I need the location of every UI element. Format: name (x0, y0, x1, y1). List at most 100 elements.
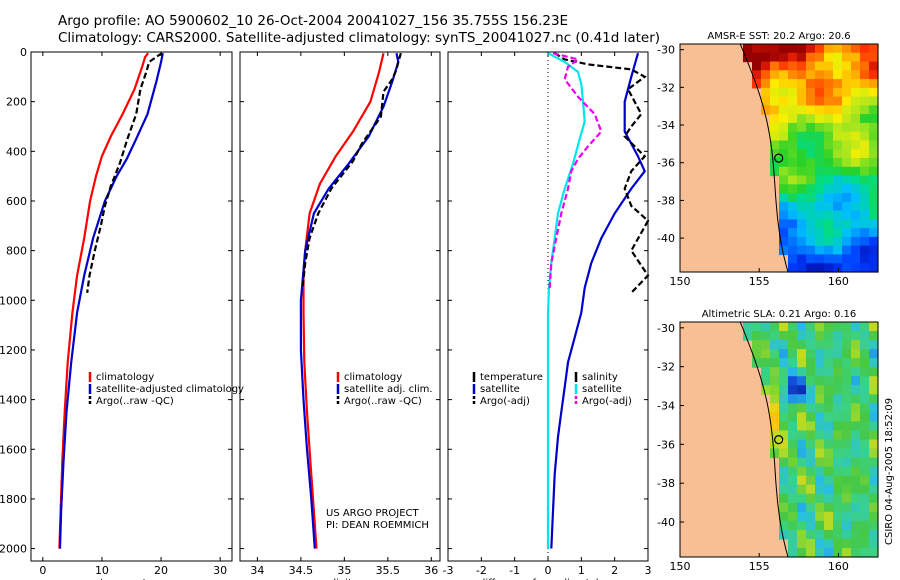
sst-map-cell (779, 201, 789, 212)
sla-map-cell (797, 385, 807, 395)
sla-map-cell (779, 403, 789, 413)
sla-map-cell (797, 475, 807, 486)
sst-map-cell (770, 149, 780, 159)
sst-map-cell (824, 96, 834, 106)
sst-map-cell (806, 166, 816, 177)
sst-map-cell (788, 219, 798, 229)
sst-map-cell (770, 140, 780, 150)
sst-map-cell (824, 175, 834, 185)
sst-map-cell (797, 175, 807, 185)
sst-map-cell (833, 96, 843, 106)
sst-map-cell (869, 96, 879, 106)
sla-map-ytick-label: -30 (657, 322, 675, 335)
sst-map-cell (806, 219, 816, 229)
sla-map-cell (860, 493, 870, 504)
sst-map-cell (788, 122, 798, 133)
sla-map-cell (797, 349, 807, 359)
sst-map-cell (815, 184, 825, 194)
sla-map-cell (806, 439, 816, 450)
sla-map-cell (797, 340, 807, 350)
sst-map-cell (824, 193, 834, 203)
sla-map-cell (824, 511, 834, 522)
sst-map-cell (806, 105, 816, 115)
sla-map-cell (842, 376, 852, 386)
sla-map-cell (797, 538, 807, 549)
sst-map-cell (860, 254, 870, 264)
sst-map-cell (779, 105, 789, 115)
sla-map-cell (869, 367, 879, 377)
sla-map-cell (851, 484, 861, 495)
sla-map-cell (779, 493, 789, 504)
temperature-series-line (58, 52, 164, 549)
sst-map-cell (806, 245, 816, 256)
sst-map-cell (779, 122, 789, 133)
difference-xlabel: difference from climatology (479, 578, 617, 580)
sst-map-cell (842, 70, 852, 80)
sla-map-cell (860, 439, 870, 450)
sst-map-cell (824, 201, 834, 212)
sst-map-cell (869, 149, 879, 159)
sst-map-cell (806, 254, 816, 264)
sla-map-cell (815, 448, 825, 459)
salinity-legend-label: satellite adj. clim. (344, 384, 433, 395)
sla-map-cell (815, 340, 825, 350)
sst-map-cell (797, 70, 807, 80)
sst-map-cell (797, 114, 807, 124)
sla-map-cell (833, 394, 843, 404)
difference-xtick-label: -3 (443, 564, 454, 577)
sla-map-cell (770, 340, 780, 350)
sst-map-cell (833, 61, 843, 71)
temperature-ytick-label: 400 (6, 145, 27, 158)
sla-map-cell (761, 331, 771, 341)
sst-map-cell (815, 193, 825, 203)
sst-map-cell (797, 201, 807, 212)
sst-map-cell (806, 61, 816, 71)
sla-map-cell (806, 340, 816, 350)
temperature-ytick-label: 1200 (0, 344, 27, 357)
sla-map-cell (842, 394, 852, 404)
pi-credit: PI: DEAN ROEMMICH (326, 520, 429, 531)
sst-map-cell (851, 158, 861, 168)
difference-series-line (554, 52, 650, 294)
sst-map-cell (779, 210, 789, 220)
sst-map-cell (761, 52, 771, 63)
sla-map-cell (842, 403, 852, 413)
sst-map-cell (860, 210, 870, 220)
sst-map-cell (779, 245, 789, 256)
sst-map-cell (824, 236, 834, 247)
sst-map-cell (833, 131, 843, 142)
sst-map-cell (797, 61, 807, 71)
sla-map-cell (851, 529, 861, 540)
sla-map-cell (833, 403, 843, 413)
sla-map-cell (824, 349, 834, 359)
sst-map-cell (806, 201, 816, 212)
sla-map-cell (824, 466, 834, 477)
sst-map-cell (752, 70, 762, 80)
sst-map-cell (752, 79, 762, 89)
sla-map-ytick-label: -34 (657, 400, 675, 413)
sst-map-cell (824, 105, 834, 115)
difference-xtick-label: -2 (476, 564, 487, 577)
sla-map-cell (860, 394, 870, 404)
sla-map-cell (833, 331, 843, 341)
sst-map-cell (860, 149, 870, 159)
sst-map-cell (815, 254, 825, 264)
sst-map-cell (824, 219, 834, 229)
sla-map-cell (815, 403, 825, 413)
sla-map-cell (869, 376, 879, 386)
sst-map-cell (806, 44, 816, 54)
sst-map-cell (815, 166, 825, 177)
sst-map-cell (851, 201, 861, 212)
sst-map-cell (851, 263, 861, 273)
sla-map-cell (815, 493, 825, 504)
sst-map-cell (779, 149, 789, 159)
temperature-ytick-label: 200 (6, 96, 27, 109)
sla-map-cell (869, 340, 879, 350)
sst-map-cell (797, 140, 807, 150)
sla-map-cell (806, 457, 816, 468)
sst-map-cell (842, 201, 852, 212)
sst-map-cell (779, 131, 789, 142)
sst-map-frame (679, 43, 879, 273)
sst-map-cell (842, 254, 852, 264)
sst-map-cell (860, 61, 870, 71)
